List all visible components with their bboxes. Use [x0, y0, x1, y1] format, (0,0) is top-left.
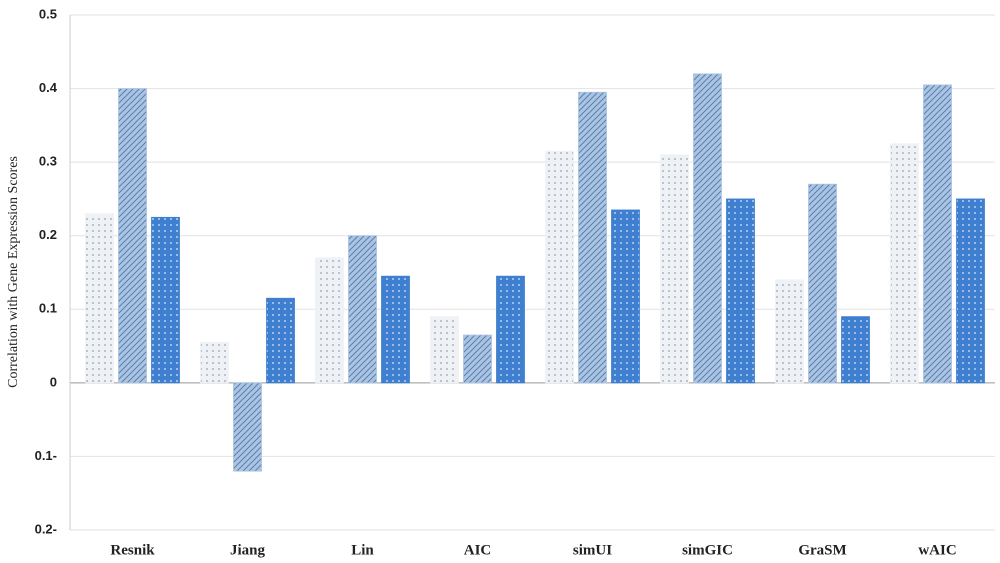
y-tick-label: 0.4: [39, 80, 58, 95]
x-tick-label: simUI: [573, 542, 612, 558]
x-tick-label: AIC: [464, 542, 492, 558]
y-tick-label: 0.2-: [35, 521, 57, 536]
y-tick-label: 0.1-: [35, 448, 57, 463]
x-tick-label: simGIC: [682, 542, 733, 558]
bar: [890, 143, 919, 384]
bar: [381, 275, 410, 384]
bar: [775, 279, 804, 384]
x-tick-label: wAIC: [918, 542, 956, 558]
bar: [956, 198, 985, 384]
bar: [151, 216, 180, 384]
bar: [545, 150, 574, 384]
x-tick-label: Lin: [351, 542, 374, 558]
bar: [463, 334, 492, 384]
bar: [233, 382, 262, 472]
bar: [430, 316, 459, 384]
x-tick-label: Resnik: [110, 542, 155, 558]
bar: [841, 316, 870, 384]
bar: [808, 183, 837, 384]
y-axis-label: Correlation with Gene Expression Scores: [6, 156, 21, 388]
x-tick-label: Jiang: [230, 542, 266, 558]
bar: [85, 213, 114, 384]
bar: [726, 198, 755, 384]
bar: [496, 275, 525, 384]
y-tick-label: 0.5: [39, 6, 57, 21]
bar: [923, 84, 952, 384]
y-tick-label: 0.2: [39, 227, 57, 242]
bar: [266, 297, 295, 384]
bar: [118, 88, 147, 384]
x-tick-label: GraSM: [798, 542, 846, 558]
bar: [660, 154, 689, 384]
bar: [578, 91, 607, 384]
bar: [693, 73, 722, 384]
y-tick-label: 0.1: [39, 301, 57, 316]
bar: [611, 209, 640, 384]
bar: [348, 235, 377, 384]
bar: [315, 257, 344, 384]
bar: [200, 341, 229, 384]
y-tick-label: 0.3: [39, 154, 57, 169]
y-tick-label: 0: [50, 374, 57, 389]
